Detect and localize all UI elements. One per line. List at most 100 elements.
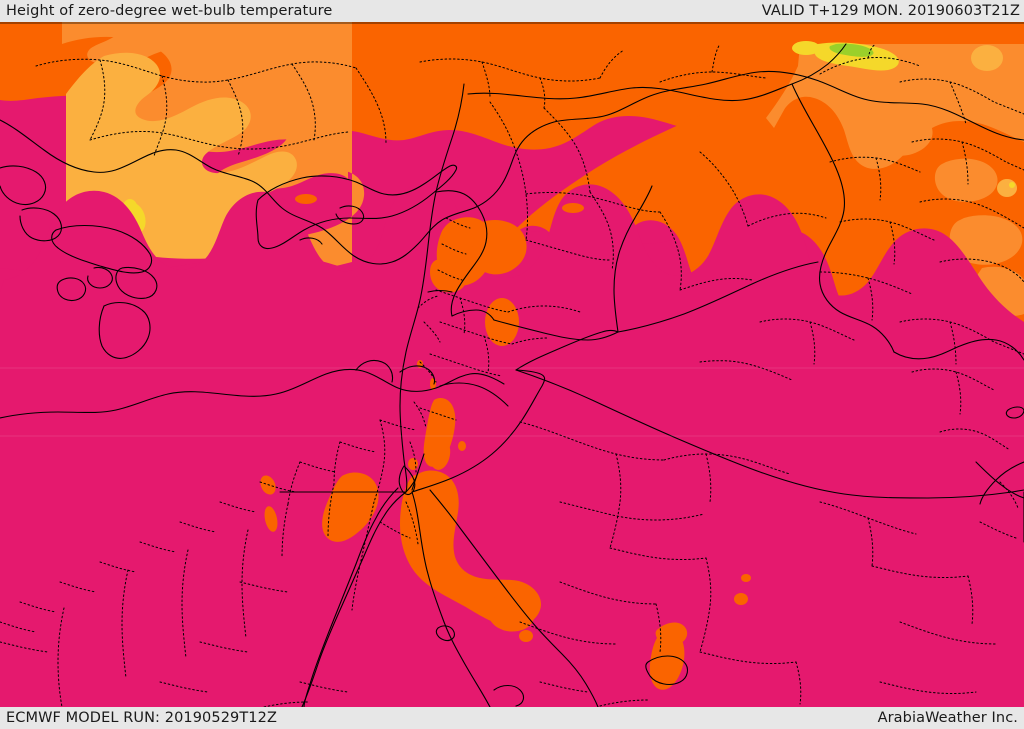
admin-iran-5 (919, 198, 1024, 229)
admin-iraq-8 (809, 321, 816, 365)
coast-turkey-south (0, 70, 1024, 265)
highland-hejaz-spot-3 (458, 441, 466, 451)
border-iraq-saudi (515, 369, 1024, 499)
admin-egypt-10 (139, 541, 177, 553)
coast-peloponnese (98, 301, 151, 359)
admin-iraq-4 (889, 221, 896, 265)
admin-syria-8 (747, 212, 827, 227)
admin-egypt-1 (373, 419, 386, 503)
admin-saudi-15 (871, 565, 969, 578)
admin-saudi-7 (699, 557, 712, 653)
admin-egypt-15 (351, 501, 375, 611)
admin-saudi-5 (559, 501, 705, 521)
admin-syria-4 (589, 191, 614, 271)
admin-saudi-4 (705, 453, 712, 503)
admin-egypt-6 (287, 461, 301, 505)
admin-iran-6 (939, 258, 1024, 283)
admin-iraq-10 (911, 368, 995, 391)
admin-egypt-5 (299, 461, 337, 473)
map-borders-dotted (0, 43, 1024, 707)
coast-egypt-north (0, 369, 505, 419)
admin-turkey-2 (89, 59, 106, 141)
border-jordan-syria-2 (613, 185, 653, 333)
admin-saudi-1 (519, 421, 665, 461)
footer-bar: ECMWF MODEL RUN: 20190529T12Z ArabiaWeat… (0, 707, 1024, 729)
admin-egypt-18 (239, 581, 289, 593)
contour-yellow-ne-dot (1009, 182, 1015, 188)
contour-east-lobe-3 (949, 215, 1023, 265)
admin-turkey-5 (291, 63, 316, 141)
admin-saudi-18 (879, 681, 977, 694)
highland-hejaz (400, 470, 542, 627)
border-syria-jordan (617, 261, 819, 333)
admin-sinai-2 (379, 521, 411, 539)
border-turkey-syria (467, 43, 847, 102)
admin-iran-2 (949, 81, 967, 125)
admin-turkey-6 (355, 67, 387, 145)
admin-turkey-1 (35, 58, 357, 83)
contour-magenta-land (0, 184, 1024, 707)
admin-gulf-2 (999, 481, 1019, 509)
map-graticule (0, 367, 1024, 437)
coast-island-sm-2 (87, 266, 113, 289)
admin-syria-2 (543, 107, 591, 193)
admin-israel-2 (419, 361, 437, 383)
admin-egypt-12 (59, 581, 97, 593)
highland-hejaz-spot-2 (408, 458, 418, 470)
highland-egypt-desert-2 (264, 506, 278, 532)
highland-jordan-rift-south (429, 438, 451, 470)
admin-syria-1 (489, 101, 528, 241)
admin-saudi-16 (967, 575, 974, 625)
admin-egypt-17 (281, 503, 289, 559)
admin-egypt-14 (0, 621, 37, 633)
admin-turkey-3 (153, 75, 168, 157)
admin-egypt-25 (241, 529, 249, 639)
admin-egypt-2 (379, 419, 417, 431)
admin-saudi-10 (519, 621, 617, 645)
admin-jordan-2 (459, 297, 466, 335)
coast-sinai-north (439, 382, 509, 407)
highland-hermon-link (430, 259, 467, 293)
map-borders-solid (0, 43, 1024, 707)
coast-cyprus-detail (335, 205, 365, 225)
admin-turkey-7 (89, 131, 349, 150)
admin-saudi-3 (663, 453, 791, 475)
admin-syria-9 (679, 278, 753, 291)
coast-rhodes (115, 266, 158, 299)
admin-israel-1 (423, 321, 441, 343)
admin-lebanon-2 (441, 243, 467, 255)
coast-suez (301, 491, 407, 707)
border-lebanon-israel (427, 289, 453, 293)
river-tigris (975, 461, 1024, 499)
admin-turkey-8 (419, 58, 601, 82)
contour-east-lobe-1 (876, 113, 933, 156)
admin-sinai-1 (405, 501, 419, 545)
coast-cyprus (255, 164, 458, 250)
highland-anti-lebanon (472, 219, 527, 275)
contour-east-lobe-2 (934, 158, 998, 202)
forecast-map[interactable] (0, 22, 1024, 707)
admin-iraq-5 (819, 271, 913, 295)
highland-arabia-interior-2 (655, 622, 688, 646)
coast-levant (399, 83, 465, 493)
admin-egypt-8 (219, 501, 257, 513)
coast-delta-detail (355, 359, 394, 383)
contour-yellow-ne-spot (792, 41, 820, 55)
admin-turkey-11 (599, 49, 625, 79)
admin-israel-5 (417, 295, 439, 309)
admin-iran-4 (961, 141, 969, 185)
page-title: Height of zero-degree wet-bulb temperatu… (6, 3, 333, 19)
admin-egypt-13 (19, 601, 57, 613)
border-lebanon-syria (435, 190, 488, 317)
admin-egypt-3 (339, 441, 377, 453)
admin-saudi-11 (699, 651, 797, 664)
highland-hejaz-south-tail (487, 592, 535, 632)
header-bar: Height of zero-degree wet-bulb temperatu… (0, 0, 1024, 22)
admin-arabia-sw-1 (539, 681, 589, 693)
contour-east-lightorange (766, 44, 1024, 169)
model-run-label: ECMWF MODEL RUN: 20190529T12Z (6, 710, 277, 726)
attribution-label: ArabiaWeather Inc. (877, 710, 1018, 726)
admin-jordan-1 (435, 289, 509, 313)
admin-lebanon-1 (445, 217, 471, 229)
highland-arabia-spot-2 (741, 574, 751, 582)
